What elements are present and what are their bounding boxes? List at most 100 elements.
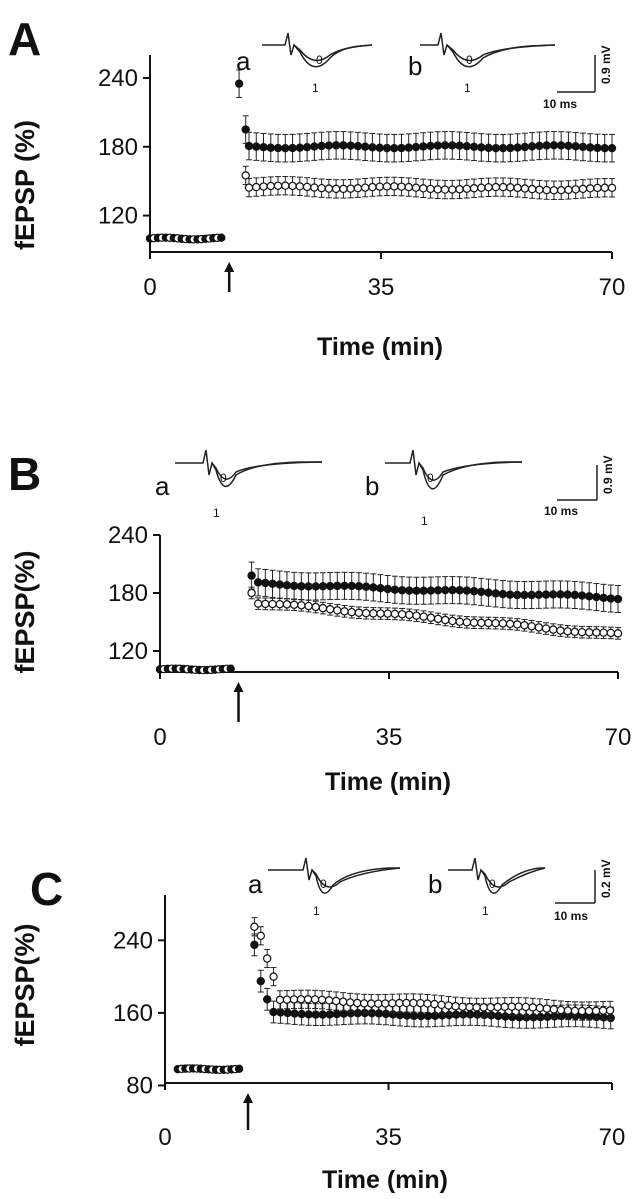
scale-time: 10 ms [543, 97, 577, 111]
data-point-open [360, 999, 369, 1008]
data-point-open [433, 614, 443, 624]
data-point-filled [451, 1010, 461, 1019]
data-point-filled [289, 581, 299, 591]
data-point-filled [455, 141, 464, 150]
x-tick-label: 70 [599, 1124, 626, 1151]
data-point-filled [613, 594, 623, 604]
data-point-filled [448, 141, 457, 150]
data-point-open [479, 1003, 488, 1012]
data-point-open [578, 184, 588, 194]
trace-label: a [248, 869, 263, 899]
y-tick-label: 120 [98, 203, 138, 230]
data-point-filled [412, 586, 421, 595]
data-point-filled [234, 79, 244, 88]
data-point-filled [376, 584, 385, 593]
data-point-filled [466, 1010, 475, 1019]
data-point-filled [311, 582, 320, 591]
data-point-open [275, 599, 284, 609]
data-point-filled [360, 142, 370, 151]
data-point-open [360, 183, 370, 192]
data-point-filled [324, 141, 334, 150]
data-point-filled [368, 143, 377, 152]
plot-area: 120 180 240 0 35 70 [98, 55, 625, 301]
y-axis-label: fEPSP(%) [10, 550, 40, 673]
data-point-open [369, 609, 378, 618]
data-point-filled [571, 142, 580, 151]
data-point-open [289, 995, 299, 1004]
data-point-filled [375, 143, 384, 152]
data-point-filled [269, 1007, 278, 1017]
trace-label: b [428, 869, 442, 899]
y-tick-label: 180 [98, 134, 138, 161]
data-point-open [584, 1006, 594, 1016]
data-point-open [340, 607, 349, 616]
data-point-open [472, 1003, 481, 1012]
y-tick-label: 160 [113, 1000, 153, 1027]
data-point-filled [577, 591, 587, 600]
plot-area: 120 180 240 0 35 70 [108, 522, 631, 751]
data-point-open [261, 599, 270, 609]
data-point-open [256, 931, 265, 941]
y-tick-label: 240 [108, 522, 148, 549]
data-point-filled [302, 142, 312, 152]
data-point-open [606, 628, 616, 638]
data-point-open [241, 171, 250, 180]
data-point-filled [409, 1011, 419, 1021]
data-point-filled [505, 590, 515, 599]
data-point-filled [477, 587, 486, 597]
x-tick-label: 35 [368, 274, 395, 301]
data-point-filled [448, 585, 457, 595]
data-point-open [563, 627, 572, 636]
panel-letter: C [30, 863, 63, 915]
data-point-open [585, 628, 594, 637]
data-point-open [541, 624, 551, 633]
scale-bar: 0.9 mV 10 ms [544, 455, 615, 518]
data-point-filled [440, 141, 450, 150]
data-point-filled [556, 141, 566, 150]
trace-1-label: 1 [312, 81, 319, 95]
data-point-open [339, 184, 348, 194]
trace-0-label: 0 [316, 53, 323, 67]
data-point-filled [290, 1009, 299, 1018]
data-point-open [535, 185, 544, 194]
data-point-filled [247, 571, 256, 580]
data-point-filled [325, 581, 335, 591]
data-point-filled [354, 582, 364, 591]
x-tick-label: 70 [599, 274, 626, 301]
data-point-open [591, 1006, 601, 1016]
data-point-filled [419, 142, 428, 151]
data-point-open [506, 183, 515, 192]
data-point-open [382, 182, 392, 191]
data-point-open [250, 922, 259, 931]
data-point-filled [469, 586, 479, 596]
data-point-filled [262, 995, 272, 1004]
data-point-filled [295, 143, 305, 152]
data-point-open [269, 972, 278, 981]
x-tick-label: 0 [158, 1124, 171, 1151]
data-point-open [347, 607, 356, 617]
stimulus-arrow-head [224, 262, 235, 272]
data-point-filled [340, 581, 349, 591]
data-point-open [354, 608, 364, 617]
data-point-filled [487, 1011, 496, 1020]
data-point-filled [333, 581, 342, 591]
trace-1-label: 1 [213, 506, 220, 520]
data-point-filled [585, 592, 594, 601]
data-point-filled [252, 142, 261, 151]
data-point-open [513, 183, 522, 193]
data-point-filled [462, 142, 471, 151]
data-point-filled [339, 141, 348, 150]
data-point-open [244, 183, 254, 192]
data-point-filled [441, 585, 450, 595]
data-point-filled [256, 976, 265, 986]
data-point-open [297, 601, 306, 610]
data-point-filled [592, 592, 601, 602]
data-point-open [484, 618, 493, 628]
data-point-open [404, 182, 413, 192]
data-point-filled [599, 593, 608, 603]
data-point-filled [513, 143, 522, 152]
data-point-open [613, 629, 623, 638]
x-tick-label: 35 [375, 1124, 402, 1151]
y-axis-label: fEPSP(%) [10, 923, 40, 1046]
data-point-open [534, 623, 544, 632]
